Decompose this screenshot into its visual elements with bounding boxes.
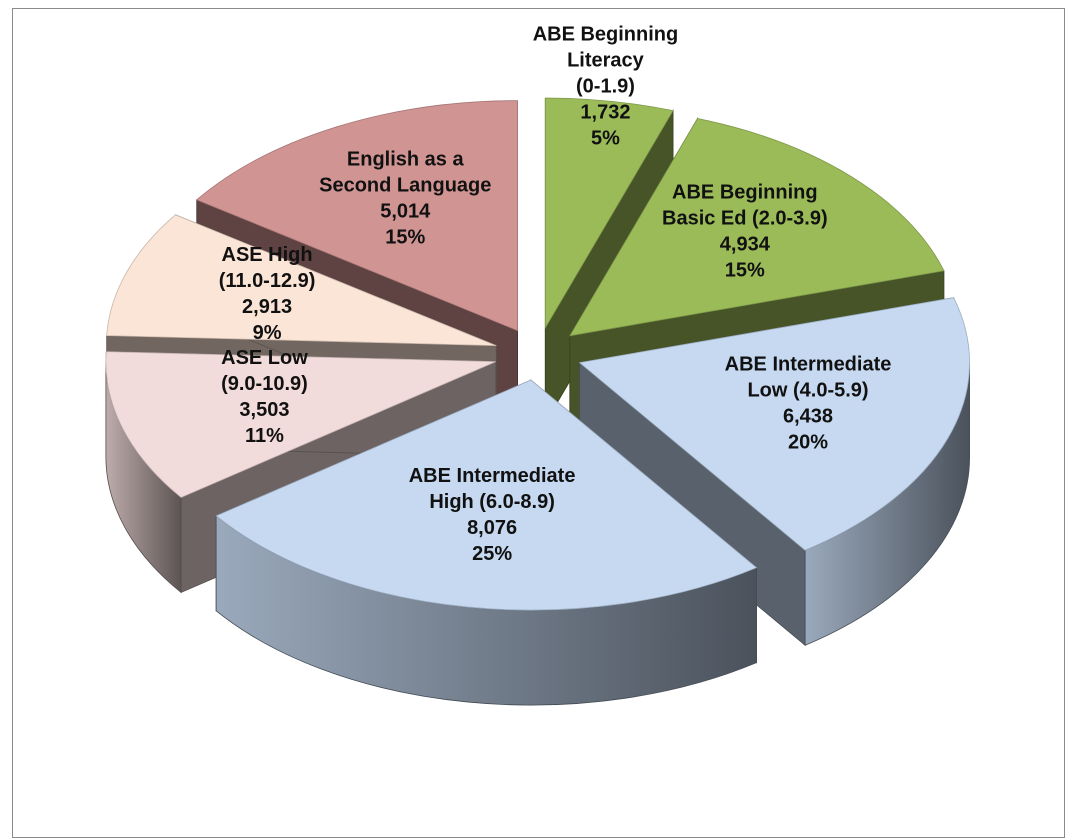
slice-label-line: ABE Intermediate: [409, 465, 576, 487]
slice-label-line: Basic Ed (2.0-3.9): [662, 207, 828, 229]
slice-label-line: ABE Intermediate: [725, 353, 892, 375]
pie-slice-top: [106, 214, 497, 346]
slice-label-line: High (6.0-8.9): [429, 491, 555, 513]
pie-slice-top: [569, 118, 945, 337]
slice-label-line: ASE High: [222, 244, 313, 266]
slice-label-0: ABE Beginning Literacy (0-1.9) 1,732 5%: [533, 23, 679, 149]
pie-slice-top: [195, 100, 518, 332]
slice-label-line: 4,934: [720, 233, 771, 255]
slice-label-3: ABE Intermediate High (6.0-8.9) 8,076 25%: [409, 465, 576, 565]
pie-slice-2: [578, 297, 970, 647]
pie-slice-3: [215, 379, 758, 706]
slice-label-line: 5%: [591, 127, 620, 149]
slice-label-line: ASE Low: [221, 347, 308, 369]
slice-label-line: (9.0-10.9): [221, 373, 308, 395]
slice-label-4: ASE Low (9.0-10.9) 3,503 11%: [221, 347, 308, 447]
slice-label-line: ABE Beginning: [672, 181, 818, 203]
pie-slice-top: [544, 97, 674, 330]
slice-label-line: 8,076: [467, 517, 517, 539]
slice-label-line: 15%: [385, 226, 425, 248]
slice-label-line: 3,503: [239, 399, 289, 421]
slice-label-line: (11.0-12.9): [219, 270, 316, 292]
slice-label-line: Literacy: [567, 49, 645, 71]
slice-label-line: 5,014: [380, 200, 431, 222]
slice-label-line: Second Language: [319, 174, 491, 196]
slice-label-2: ABE Intermediate Low (4.0-5.9) 6,438 20%: [725, 353, 892, 453]
slice-label-line: 1,732: [580, 101, 630, 123]
slice-label-line: English as a: [347, 148, 465, 170]
pie-slice-top: [578, 297, 970, 551]
pie-chart: ABE Beginning Literacy (0-1.9) 1,732 5%ABE B…: [105, 23, 970, 706]
slice-label-line: 11%: [245, 425, 284, 447]
slice-label-6: English as a Second Language 5,014 15%: [319, 148, 491, 248]
slice-label-1: ABE Beginning Basic Ed (2.0-3.9) 4,934 15%: [662, 181, 828, 281]
slice-label-line: 15%: [725, 259, 765, 281]
slice-label-line: 2,913: [242, 296, 292, 318]
slice-label-line: (0-1.9): [576, 75, 635, 97]
pie-slice-top: [105, 351, 497, 498]
slice-label-line: 20%: [788, 431, 828, 453]
slice-label-line: ABE Beginning: [533, 23, 679, 45]
slice-label-line: 6,438: [783, 405, 833, 427]
slice-label-line: Low (4.0-5.9): [747, 379, 868, 401]
slice-label-line: 25%: [472, 543, 512, 565]
chart-frame: ABE Beginning Literacy (0-1.9) 1,732 5% ABE B…: [12, 8, 1065, 838]
slice-label-5: ASE High (11.0-12.9) 2,913 9%: [219, 244, 316, 344]
slice-label-line: 9%: [253, 322, 282, 344]
pie-slice-top: [215, 379, 758, 611]
